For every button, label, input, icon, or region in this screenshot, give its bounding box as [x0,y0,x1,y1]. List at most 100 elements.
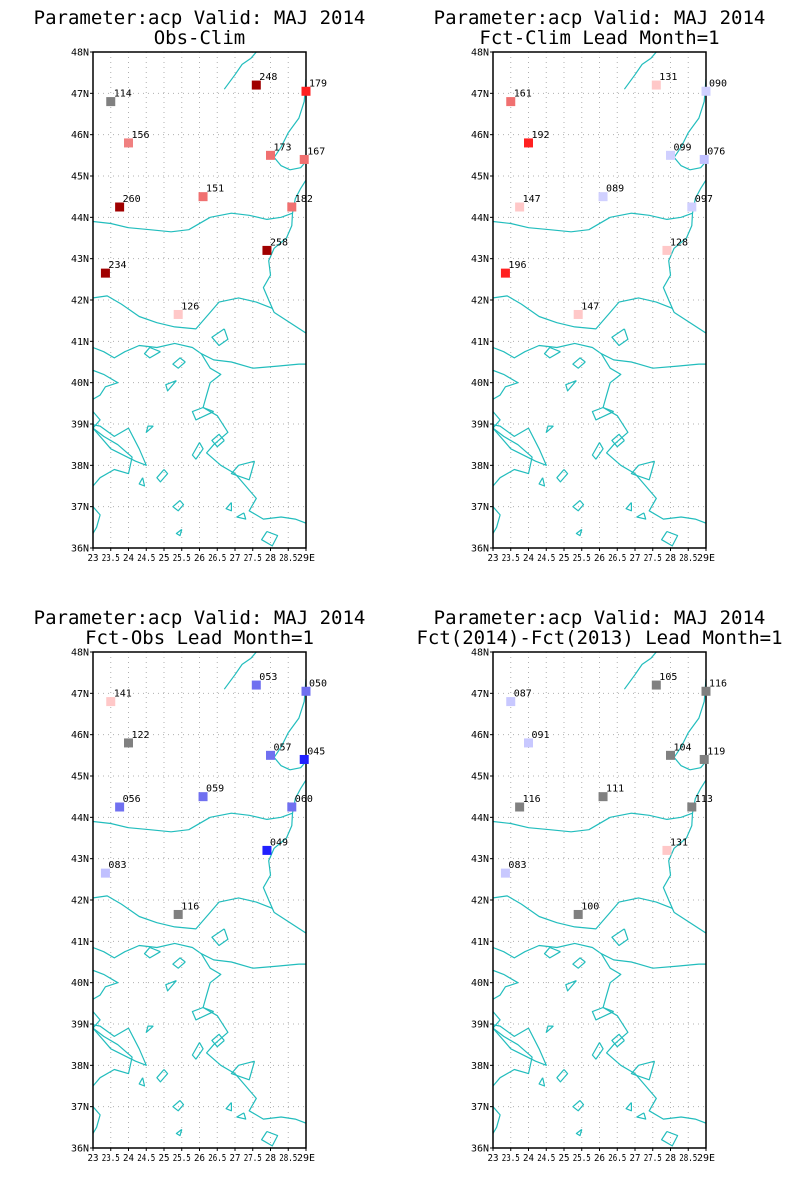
lat-tick-label: 36N [71,1144,89,1155]
station: 141 [106,689,132,707]
station: 087 [506,689,532,707]
station-marker [262,245,272,255]
coastline [601,953,706,969]
coastline [93,424,147,466]
lon-tick-label: 25 [159,553,170,564]
station-value-label: 131 [659,72,677,83]
lat-tick-label: 40N [71,378,89,389]
lon-tick-label: 25.5 [173,553,191,564]
coastline [175,528,183,537]
coastline [565,380,577,392]
lat-tick-label: 43N [71,254,89,265]
coastline [211,1033,225,1048]
coastline [493,506,501,534]
station-value-label: 167 [307,146,325,157]
station-marker [251,80,261,90]
station-value-label: 151 [206,184,224,195]
station: 116 [515,794,541,812]
station: 234 [100,260,126,278]
coastline [172,357,186,369]
coastline [572,1100,585,1112]
lat-tick-label: 42N [71,296,89,307]
lon-tick-label: 25 [559,1153,570,1164]
station-value-label: 192 [532,130,550,141]
lat-tick-label: 36N [71,544,89,555]
lon-tick-label: 23.5 [102,1153,120,1164]
panel-title-line1: Parameter:acp Valid: MAJ 2014 [34,607,366,629]
coastline [175,1128,183,1137]
station-marker [687,202,697,212]
station-marker [198,192,208,202]
lat-tick-label: 40N [471,978,489,989]
station: 156 [124,130,150,148]
station: 122 [124,730,150,748]
station-marker [515,202,525,212]
coastline [156,1069,169,1083]
station-value-label: 141 [114,689,132,700]
station: 111 [598,784,624,802]
lon-tick-label: 27 [230,553,241,564]
lon-tick-label: 27.5 [244,553,262,564]
station-marker [251,680,261,690]
lat-tick-label: 41N [71,337,89,348]
station: 167 [299,146,325,164]
station-marker [515,802,525,812]
station: 100 [573,901,599,919]
coastline [493,895,673,930]
coastline [143,946,161,959]
coastline [201,353,306,369]
station-value-label: 260 [123,194,141,205]
station-marker [106,97,116,107]
station-value-label: 179 [309,78,327,89]
station: 248 [251,72,277,90]
lat-tick-label: 39N [71,420,89,431]
coastline [191,442,204,460]
station-value-label: 248 [259,72,277,83]
station-value-label: 097 [695,194,713,205]
station-value-label: 147 [581,301,599,312]
station-value-label: 105 [659,672,677,683]
coastline [538,477,546,487]
lat-tick-label: 44N [471,813,489,824]
station: 099 [666,142,692,160]
coastline [543,346,561,359]
station: 059 [198,784,224,802]
coastline [493,342,706,524]
coastline [93,942,306,1124]
lat-tick-label: 42N [471,296,489,307]
coastline [572,357,586,369]
station-marker [699,154,709,164]
coastline [138,477,146,487]
station-value-label: 258 [270,237,288,248]
coastline [145,1025,154,1033]
coastline [230,1060,256,1081]
station-value-label: 119 [707,746,725,757]
coastline [591,1006,614,1021]
gridlines [493,52,706,548]
station-marker [124,738,133,748]
station-marker [500,268,510,278]
coastline [493,969,519,1000]
coastline [143,346,161,359]
panel-title-line2: Obs-Clim [154,27,246,49]
station-marker [573,909,583,919]
lat-tick-label: 39N [471,1020,489,1031]
station-marker [500,868,510,878]
station: 104 [666,742,692,760]
station-marker [651,80,661,90]
station: 119 [699,746,725,764]
coastline [591,442,604,460]
station-value-label: 156 [132,130,150,141]
station-marker [598,792,608,802]
station: 161 [506,89,532,107]
coastline [261,530,279,547]
lon-tick-label: 28.5 [679,1153,697,1164]
station-value-label: 087 [514,689,532,700]
lat-tick-label: 45N [471,772,489,783]
lon-tick-label: 27 [630,1153,641,1164]
station-value-label: 147 [523,194,541,205]
coastline [493,411,533,487]
lon-tick-label: 29E [697,553,715,564]
station-value-label: 060 [295,794,313,805]
